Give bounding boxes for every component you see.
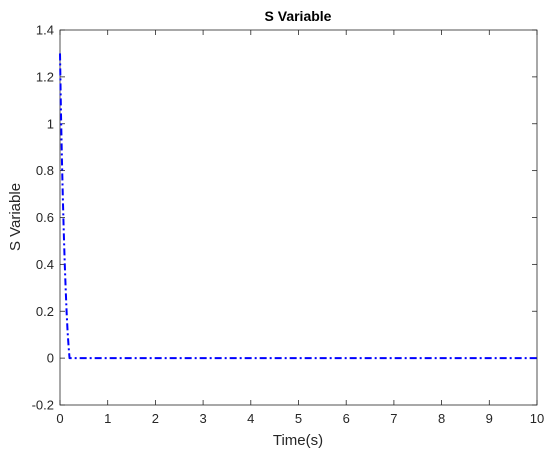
plot-area [59,29,538,406]
y-tick-label: 0 [47,351,54,366]
y-tick-label: 0.8 [36,163,54,178]
y-tick-label: 0.4 [36,257,54,272]
series-line [59,53,537,360]
x-tick-label: 4 [247,411,254,426]
x-tick-label: 8 [438,411,445,426]
chart-title: S Variable [265,8,332,24]
y-tick-label: 1.2 [36,69,54,84]
x-tick-label: 6 [343,411,350,426]
ticks-layer: 0 1 2 3 4 5 6 7 8 9 10-0.200.20.40.60.811.21.4 [32,23,545,427]
y-tick-label: -0.2 [32,398,54,413]
x-axis-title: Time(s) [273,432,323,449]
x-tick-label: 3 [199,411,206,426]
x-tick-label: 2 [152,411,159,426]
x-tick-label: 9 [486,411,493,426]
x-tick-label: 7 [390,411,397,426]
x-tick-label: 10 [530,411,544,426]
x-tick-label: 5 [295,411,302,426]
x-tick-label: 0 [56,411,63,426]
x-tick-label: 1 [104,411,111,426]
series-layer [59,53,537,360]
y-tick-label: 0.6 [36,210,54,225]
y-tick-label: 1 [47,116,54,131]
y-tick-label: 0.2 [36,304,54,319]
y-axis-title: S Variable [7,183,24,251]
y-tick-label: 1.4 [36,23,54,38]
